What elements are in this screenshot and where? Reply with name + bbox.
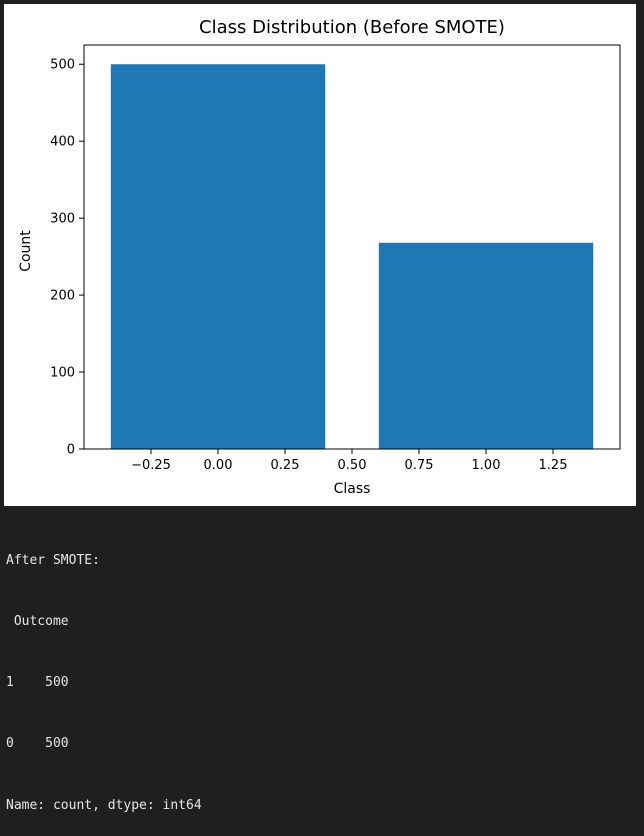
y-axis-label: Count (18, 230, 34, 272)
y-tick-label: 400 (50, 135, 75, 150)
bar-chart: Class Distribution (Before SMOTE) −0.25 0… (18, 17, 621, 497)
x-tick-label: 0.00 (204, 458, 233, 473)
x-axis-label: Class (334, 481, 371, 497)
console-line: Name: count, dtype: int64 (6, 797, 202, 813)
x-tick-label: −0.25 (131, 458, 171, 473)
x-tick-label: 0.75 (405, 458, 434, 473)
bar-class-1 (378, 242, 594, 449)
chart-figure: Class Distribution (Before SMOTE) −0.25 0… (4, 4, 636, 506)
y-tick-label: 0 (67, 443, 75, 458)
y-tick-label: 200 (50, 289, 75, 304)
y-tick-label: 500 (50, 58, 75, 73)
x-tick-label: 1.25 (539, 458, 568, 473)
console-output: After SMOTE: Outcome 1 500 0 500 Name: c… (6, 510, 636, 813)
y-tick-label: 100 (50, 366, 75, 381)
console-line: 0 500 (6, 736, 69, 752)
bar-class-0 (110, 64, 326, 449)
x-tick-label: 1.00 (472, 458, 501, 473)
y-tick-label: 300 (50, 212, 75, 227)
console-line: 1 500 (6, 675, 69, 691)
chart-title: Class Distribution (Before SMOTE) (199, 17, 505, 38)
x-tick-label: 0.25 (271, 458, 300, 473)
plot-area: −0.25 0.00 0.25 0.50 0.75 1.00 1.25 0 100 200 300 4… (50, 44, 621, 473)
x-tick-label: 0.50 (338, 458, 367, 473)
console-line: After SMOTE: (6, 552, 100, 568)
console-line: Outcome (6, 614, 69, 630)
